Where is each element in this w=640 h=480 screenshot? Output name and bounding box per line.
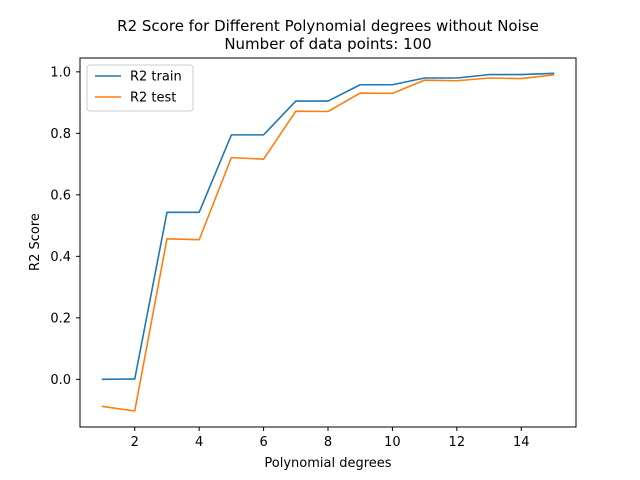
plot-frame (79, 57, 577, 428)
legend-label-1: R2 test (130, 91, 176, 106)
x-tick-label-6: 14 (513, 435, 530, 450)
series-line-r2-train (101, 72, 555, 381)
y-tick-label-2: 0.4 (50, 250, 71, 265)
chart-subtitle: Number of data points: 100 (224, 35, 431, 53)
x-tick-label-1: 4 (195, 435, 203, 450)
chart-title: R2 Score for Different Polynomial degree… (117, 17, 539, 35)
x-tick-label-0: 2 (131, 435, 139, 450)
x-tick-label-5: 12 (449, 435, 466, 450)
y-tick-label-3: 0.6 (50, 188, 71, 203)
x-axis-label: Polynomial degrees (264, 456, 391, 471)
legend-label-0: R2 train (130, 70, 182, 85)
y-tick-label-0: 0.0 (50, 373, 71, 388)
legend: R2 train R2 test (86, 64, 194, 112)
y-tick-label-4: 0.8 (50, 127, 71, 142)
x-tick-label-3: 8 (324, 435, 332, 450)
y-tick-label-1: 0.2 (50, 311, 71, 326)
series-line-r2-test (101, 74, 555, 412)
x-tick-label-4: 10 (384, 435, 401, 450)
y-tick-label-5: 1.0 (50, 65, 71, 80)
y-axis-label: R2 Score (28, 213, 43, 271)
plot-area: 2 4 6 8 10 12 14 0.0 0.2 0.4 0.6 0.8 1.0 (50, 57, 577, 450)
x-tick-label-2: 6 (259, 435, 267, 450)
